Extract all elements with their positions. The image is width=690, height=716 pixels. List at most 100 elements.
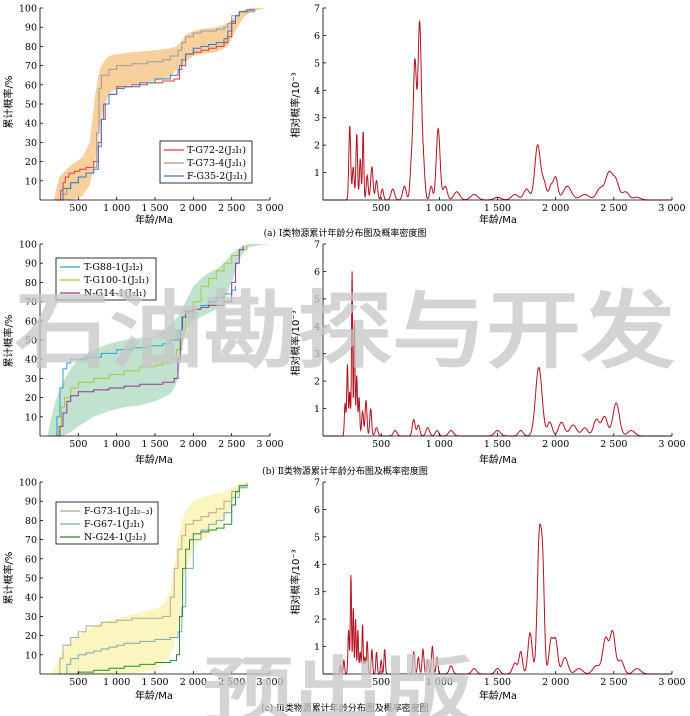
row-b-pdf-y-tick-label: 5 bbox=[314, 294, 320, 305]
row-c-cdf-y-tick-label: 20 bbox=[25, 631, 37, 642]
row-b-cdf-x-tick-label: 1 500 bbox=[141, 439, 168, 450]
row-b-cdf-y-tick-label: 90 bbox=[25, 259, 37, 270]
row-b-pdf-y-tick-label: 2 bbox=[314, 377, 320, 388]
row-c-pdf-xlabel: 年龄/Ma bbox=[479, 689, 517, 702]
row-c-pdf-ylabel: 相对概率/10⁻³ bbox=[289, 549, 302, 614]
row-a-caption: (a) Ⅰ类物源累计年龄分布图及概率密度图 bbox=[264, 227, 427, 239]
row-b-pdf-x-tick-label: 500 bbox=[372, 439, 390, 450]
row-b-cdf-y-tick-label: 80 bbox=[25, 278, 37, 289]
legend-label: N-G24-1(J₂l₂) bbox=[84, 532, 146, 543]
row-c-cdf-y-tick-label: 70 bbox=[25, 535, 37, 546]
row-c-pdf-y-tick-label: 6 bbox=[314, 505, 320, 516]
row-a-cdf-legend: T-G72-2(J₂l₁) T-G73-4(J₂l₁) F-G35-2(J₂l₁… bbox=[159, 140, 253, 184]
row-a-pdf-y-tick-label: 6 bbox=[314, 31, 320, 42]
row-b-pdf-ylabel: 相对概率/10⁻³ bbox=[289, 310, 302, 375]
row-b-pdf-y-tick-label: 6 bbox=[314, 267, 320, 278]
row-b-cdf-y-tick-label: 60 bbox=[25, 316, 37, 327]
row-c-cdf-x-tick-label: 3 000 bbox=[256, 677, 283, 688]
row-c-cdf-legend: F-G73-1(J₂l₂₋₃) F-G67-1(J₂l₁) N-G24-1(J₂… bbox=[55, 501, 159, 545]
row-b-pdf-xlabel: 年龄/Ma bbox=[479, 453, 517, 466]
row-c-pdf-y-tick-label: 3 bbox=[314, 587, 320, 598]
row-b-pdf-x-tick-label: 2 000 bbox=[542, 439, 569, 450]
row-a-cdf-band bbox=[53, 8, 270, 200]
row-a-cdf-x-tick-label: 3 000 bbox=[256, 203, 283, 214]
row-a-cdf-x-tick-label: 2 000 bbox=[180, 203, 207, 214]
row-b-cdf-y-tick-label: 20 bbox=[25, 393, 37, 404]
row-c-pdf-y-tick-label: 4 bbox=[314, 560, 320, 571]
row-c-cdf-y-tick-label: 40 bbox=[25, 593, 37, 604]
row-c-pdf-x-tick-label: 1 000 bbox=[426, 677, 453, 688]
row-c-cdf-series-3 bbox=[69, 483, 248, 675]
row-a-pdf-ylabel: 相对概率/10⁻³ bbox=[289, 72, 302, 137]
row-a-cdf-y-tick-label: 50 bbox=[25, 100, 37, 111]
row-a-cdf-y-tick-label: 90 bbox=[25, 23, 37, 34]
row-a-cdf-x-tick-label: 2 500 bbox=[218, 203, 245, 214]
row-a-cdf-x-tick-label: 500 bbox=[69, 203, 87, 214]
row-c-cdf-x-tick-label: 500 bbox=[69, 677, 87, 688]
legend-label: N-G14-1(J₂l₁) bbox=[84, 288, 146, 299]
row-b-pdf-x-tick-label: 3 000 bbox=[658, 439, 685, 450]
row-c-cdf-y-tick-label: 100 bbox=[19, 478, 37, 489]
row-c-cdf-xlabel: 年龄/Ma bbox=[135, 689, 173, 702]
legend-label: T-G73-4(J₂l₁) bbox=[187, 158, 246, 169]
row-b-cdf-x-tick-label: 3 000 bbox=[256, 439, 283, 450]
row-b-cdf-x-tick-label: 2 500 bbox=[218, 439, 245, 450]
row-c-pdf-y-tick-label: 7 bbox=[314, 478, 320, 489]
row-c-pdf-y-tick-label: 1 bbox=[314, 642, 320, 653]
row-b-cdf-x-tick-label: 500 bbox=[69, 439, 87, 450]
row-a-cdf-y-tick-label: 40 bbox=[25, 119, 37, 130]
row-c-cdf-ylabel: 累计概率/% bbox=[2, 552, 15, 605]
row-c-pdf-x-tick-label: 1 500 bbox=[484, 677, 511, 688]
watermark-main: 石油勘探与开发 bbox=[15, 282, 675, 380]
watermark-footer: 预出版 bbox=[203, 649, 473, 716]
row-c-pdf-y-tick-label: 5 bbox=[314, 532, 320, 543]
row-c-cdf-series-2 bbox=[63, 483, 248, 675]
row-c-cdf-y-tick-label: 80 bbox=[25, 516, 37, 527]
row-c-cdf-y-tick-label: 60 bbox=[25, 554, 37, 565]
row-a-pdf-curve bbox=[323, 20, 672, 201]
row-c-cdf-chart: 500 1 000 1 500 2 000 2 500 3 000 10 20 30 40 50 60… bbox=[2, 478, 284, 703]
row-b-pdf-chart: 500 1 000 1 500 2 000 2 500 3 000 1 2 3 4 5 6 7 年龄/M… bbox=[289, 240, 686, 467]
row-a-pdf-chart: 500 1 000 1 500 2 000 2 500 3 000 1 2 3 4 5 6 7 年龄/M… bbox=[289, 4, 686, 227]
row-c-pdf-y-tick-label: 2 bbox=[314, 615, 320, 626]
row-b-cdf-y-tick-label: 40 bbox=[25, 355, 37, 366]
row-b-cdf-series-2 bbox=[53, 245, 248, 437]
row-a: 500 1 000 1 500 2 000 2 500 3 000 10 20 30 40 50 60… bbox=[2, 4, 686, 240]
row-c-cdf-x-tick-label: 1 000 bbox=[103, 677, 130, 688]
row-c-cdf-y-tick-label: 90 bbox=[25, 497, 37, 508]
row-c-cdf-y-tick-label: 50 bbox=[25, 574, 37, 585]
row-c-cdf-series-1 bbox=[56, 483, 248, 675]
legend-label: T-G100-1(J₂l₁) bbox=[84, 275, 149, 286]
row-b-cdf-ylabel: 累计概率/% bbox=[2, 315, 15, 368]
row-c-pdf-x-tick-label: 2 000 bbox=[542, 677, 569, 688]
row-a-cdf-chart: 500 1 000 1 500 2 000 2 500 3 000 10 20 30 40 50 60… bbox=[2, 4, 284, 227]
row-b-pdf-x-tick-label: 1 500 bbox=[484, 439, 511, 450]
row-c-pdf-x-tick-label: 3 000 bbox=[658, 677, 685, 688]
row-a-cdf-series-3 bbox=[56, 9, 255, 201]
row-c-cdf-x-tick-label: 2 000 bbox=[180, 677, 207, 688]
row-b-cdf-band bbox=[47, 244, 271, 436]
row-a-pdf-x-tick-label: 3 000 bbox=[658, 203, 685, 214]
row-a-cdf-x-tick-label: 1 500 bbox=[141, 203, 168, 214]
row-a-pdf-x-tick-label: 2 000 bbox=[542, 203, 569, 214]
row-a-pdf-y-tick-label: 5 bbox=[314, 58, 320, 69]
row-a-pdf-y-tick-label: 4 bbox=[314, 86, 320, 97]
row-b-cdf-chart: 500 1 000 1 500 2 000 2 500 3 000 10 20 30 40 50 60… bbox=[2, 240, 284, 467]
row-b-pdf-y-tick-label: 3 bbox=[314, 349, 320, 360]
row-a-cdf-y-tick-label: 80 bbox=[25, 42, 37, 53]
row-a-pdf-x-tick-label: 1 500 bbox=[484, 203, 511, 214]
row-c-pdf-curve bbox=[323, 523, 672, 675]
legend-label: F-G67-1(J₂l₁) bbox=[84, 519, 144, 530]
row-b-cdf-x-tick-label: 1 000 bbox=[103, 439, 130, 450]
row-c: 500 1 000 1 500 2 000 2 500 3 000 10 20 30 40 50 60… bbox=[2, 478, 686, 715]
row-c-pdf-x-tick-label: 2 500 bbox=[600, 677, 627, 688]
row-a-cdf-y-tick-label: 20 bbox=[25, 157, 37, 168]
row-b-pdf-y-tick-label: 1 bbox=[314, 404, 320, 415]
row-c-cdf-x-tick-label: 2 500 bbox=[218, 677, 245, 688]
row-a-pdf-y-tick-label: 3 bbox=[314, 113, 320, 124]
row-b-cdf-legend: T-G88-1(J₂l₂) T-G100-1(J₂l₁) N-G14-1(J₂l… bbox=[55, 257, 157, 301]
row-b: 500 1 000 1 500 2 000 2 500 3 000 10 20 30 40 50 60… bbox=[2, 240, 686, 478]
row-b-pdf-y-tick-label: 4 bbox=[314, 322, 320, 333]
row-c-cdf-y-tick-label: 10 bbox=[25, 650, 37, 661]
row-a-pdf-y-tick-label: 7 bbox=[314, 4, 320, 15]
